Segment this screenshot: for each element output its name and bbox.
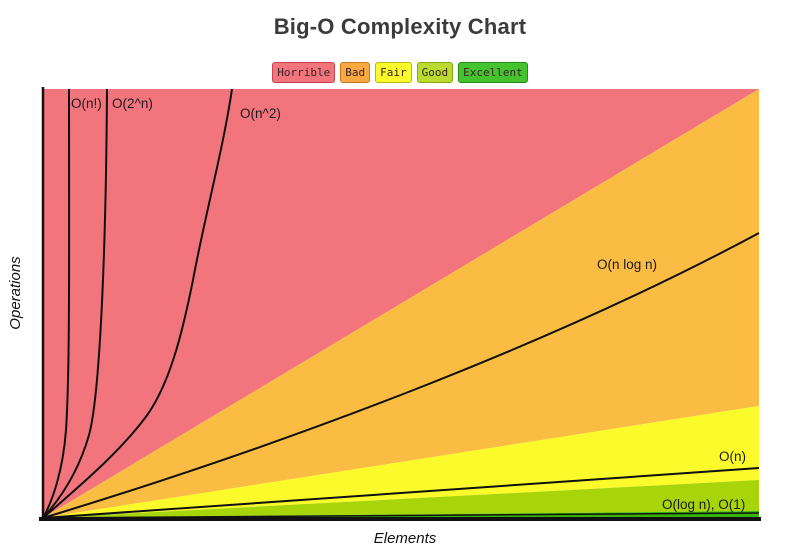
curve-o-log-n [42, 512, 760, 519]
label-o-n-log-n: O(n log n) [597, 257, 657, 272]
label-o-log-n-o-1: O(log n), O(1) [662, 497, 745, 512]
curve-o-n-log-n [42, 232, 760, 519]
curve-o-n-factorial [42, 88, 71, 519]
curve-o-2-pow-n [42, 88, 108, 519]
label-o-n: O(n) [719, 449, 746, 464]
label-o-2-pow-n: O(2^n) [112, 96, 153, 111]
label-o-n-factorial: O(n!) [71, 96, 102, 111]
region-bad [43, 89, 759, 518]
legend-badge-horrible: Horrible [272, 62, 336, 83]
page-title: Big-O Complexity Chart [273, 14, 527, 39]
legend-badge-excellent: Excellent [458, 62, 528, 83]
curve-o-n [42, 467, 760, 519]
region-fair [43, 406, 759, 518]
y-axis-title: Operations [7, 256, 24, 330]
legend-badge-fair: Fair [375, 62, 412, 83]
x-axis-title: Elements [374, 530, 437, 547]
curve-o-n-squared [42, 88, 233, 519]
region-good [43, 480, 759, 518]
legend-badge-good: Good [416, 62, 454, 83]
legend-badge-bad: Bad [340, 62, 371, 83]
label-o-n-squared: O(n^2) [240, 106, 281, 121]
legend: Horrible Bad Fair Good Excellent [0, 62, 800, 83]
